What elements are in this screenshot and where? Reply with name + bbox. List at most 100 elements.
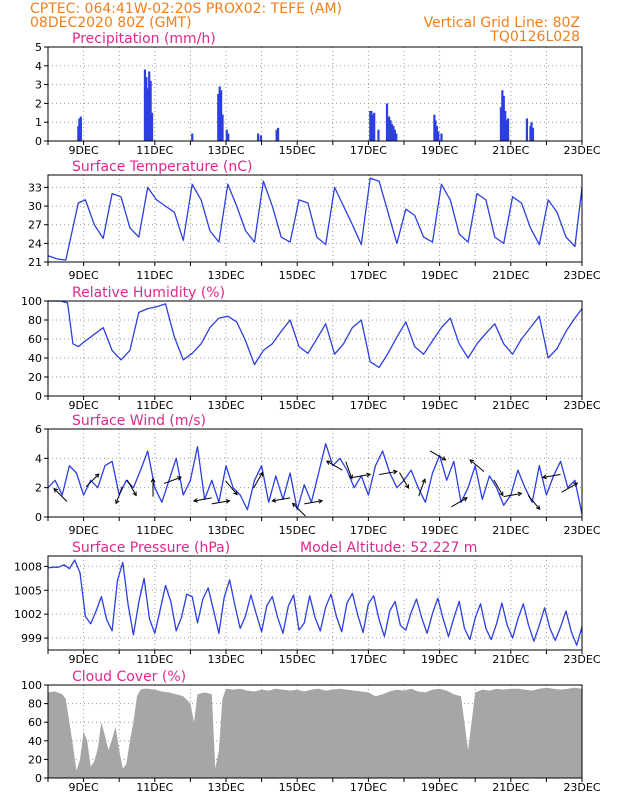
panel-4-ytick-label: 6 xyxy=(35,423,42,436)
panel-3-ytick-label: 80 xyxy=(28,314,42,327)
panel-3-xtick-label: 15DEC xyxy=(279,399,316,412)
panel-5-xtick-label: 21DEC xyxy=(492,653,529,666)
panel-2-xtick-label: 15DEC xyxy=(279,269,316,282)
precip-bar xyxy=(221,114,224,141)
panel-6-ytick-label: 80 xyxy=(28,698,42,711)
precip-bar xyxy=(530,122,533,141)
panel-1-xtick-label: 15DEC xyxy=(279,144,316,157)
panel-1-xtick-label: 17DEC xyxy=(350,144,387,157)
panel-6-title: Cloud Cover (%) xyxy=(72,669,186,685)
panel-5-ytick-label: 999 xyxy=(21,632,42,645)
panel-3-ytick-label: 40 xyxy=(28,352,42,365)
panel-1-ytick-label: 5 xyxy=(35,41,42,54)
panel-3-frame xyxy=(47,300,583,397)
panel-4-xtick-label: 15DEC xyxy=(279,524,316,537)
header-date-text: 08DEC2020 80Z (GMT) xyxy=(30,15,192,31)
panel-1-ytick-label: 4 xyxy=(35,60,42,73)
wind-arrow-head xyxy=(499,491,504,497)
precip-bar xyxy=(504,110,507,141)
precip-bar xyxy=(370,110,373,141)
wind-arrow-head xyxy=(469,459,475,464)
panel-5-frame xyxy=(47,555,583,651)
panel-6-ytick-label: 100 xyxy=(21,679,42,692)
panel-1-ytick-label: 2 xyxy=(35,97,42,110)
wind-arrow-shaft xyxy=(193,497,212,502)
precip-bar xyxy=(225,129,228,141)
precip-bar xyxy=(377,129,380,141)
precip-bar xyxy=(437,131,440,141)
panel-3-xtick-label: 19DEC xyxy=(421,399,458,412)
panel-4-ytick-label: 0 xyxy=(35,511,42,524)
precip-bar xyxy=(148,71,151,141)
wind-arrow-shaft xyxy=(326,460,343,471)
wind-arrow-shaft xyxy=(379,470,397,476)
precip-bar xyxy=(501,90,504,141)
wind-arrow-head xyxy=(325,460,331,465)
precip-bar xyxy=(145,77,148,141)
precip-bar xyxy=(435,125,438,141)
wind-arrow-head xyxy=(94,473,100,478)
panel-4-ytick-label: 4 xyxy=(35,452,42,465)
precip-bar xyxy=(217,94,220,141)
wind-arrow-head xyxy=(291,502,297,508)
panel-6-xtick-label: 19DEC xyxy=(421,781,458,794)
panel-3-xtick-label: 11DEC xyxy=(136,399,173,412)
panel-2-title: Surface Temperature (nC) xyxy=(72,159,253,175)
wind-arrow-head xyxy=(150,477,156,483)
wind-arrow-head xyxy=(271,498,277,503)
precip-bar xyxy=(499,107,503,141)
panel-6-xtick-label: 11DEC xyxy=(136,781,173,794)
panel-4-xtick-label: 21DEC xyxy=(492,524,529,537)
panel-6-ytick-label: 60 xyxy=(28,716,42,729)
panel-1-xtick-label: 21DEC xyxy=(492,144,529,157)
wind-arrow-head xyxy=(421,478,426,484)
wind-arrow-shaft xyxy=(451,497,468,508)
precip-bar xyxy=(227,133,230,141)
panel-4-title: Surface Wind (m/s) xyxy=(72,413,206,429)
panel-2-ytick-label: 30 xyxy=(28,200,42,213)
precip-bar xyxy=(434,120,437,141)
wind-arrow-head xyxy=(53,487,59,493)
precip-bar xyxy=(525,118,529,141)
precip-bar xyxy=(78,118,81,141)
wind-arrow-shaft xyxy=(345,461,353,479)
panel-4-xtick-label: 11DEC xyxy=(136,524,173,537)
precip-bar xyxy=(531,127,535,141)
panel-5-xtick-label: 11DEC xyxy=(136,653,173,666)
panel-1-xtick-label: 13DEC xyxy=(207,144,244,157)
wind-arrow-shaft xyxy=(211,500,230,505)
precip-bar xyxy=(259,135,263,141)
header-grid-line: Vertical Grid Line: 80Z xyxy=(424,16,580,30)
panel-5-annotation: Model Altitude: 52.227 m xyxy=(300,540,477,556)
panel-1-frame xyxy=(47,46,583,142)
precip-bar xyxy=(149,80,152,141)
panel-2-ytick-label: 27 xyxy=(28,219,42,232)
panel-1-xtick-label: 23DEC xyxy=(563,144,600,157)
panel-5-ytick-label: 1005 xyxy=(14,584,42,597)
precip-bar xyxy=(385,103,389,141)
precip-bar xyxy=(393,129,396,141)
cloud-cover-area xyxy=(48,687,582,778)
panel-3-title: Relative Humidity (%) xyxy=(72,285,225,301)
wind-arrow-shaft xyxy=(503,492,522,498)
wind-arrow-head xyxy=(348,474,353,480)
panel-4-ytick-label: 2 xyxy=(35,482,42,495)
precip-bar xyxy=(395,133,398,141)
panel-2-frame xyxy=(47,174,583,263)
panel-1-xtick-label: 9DEC xyxy=(69,144,99,157)
panel-5-xtick-label: 23DEC xyxy=(563,653,600,666)
precip-bar xyxy=(506,118,510,141)
panel-5-series-line xyxy=(47,559,583,646)
wind-arrow-shaft xyxy=(163,476,182,484)
wind-arrow-head xyxy=(535,505,541,511)
panel-2-xtick-label: 21DEC xyxy=(492,269,529,282)
precip-bar xyxy=(150,112,154,141)
wind-arrow-head xyxy=(225,499,231,504)
precip-bar xyxy=(143,69,147,141)
panel-5-xtick-label: 13DEC xyxy=(207,653,244,666)
header-model-text: TQ0126L028 xyxy=(490,29,580,45)
panel-6-xtick-label: 15DEC xyxy=(279,781,316,794)
panel-6-xtick-label: 23DEC xyxy=(563,781,600,794)
precip-bar xyxy=(392,125,395,141)
